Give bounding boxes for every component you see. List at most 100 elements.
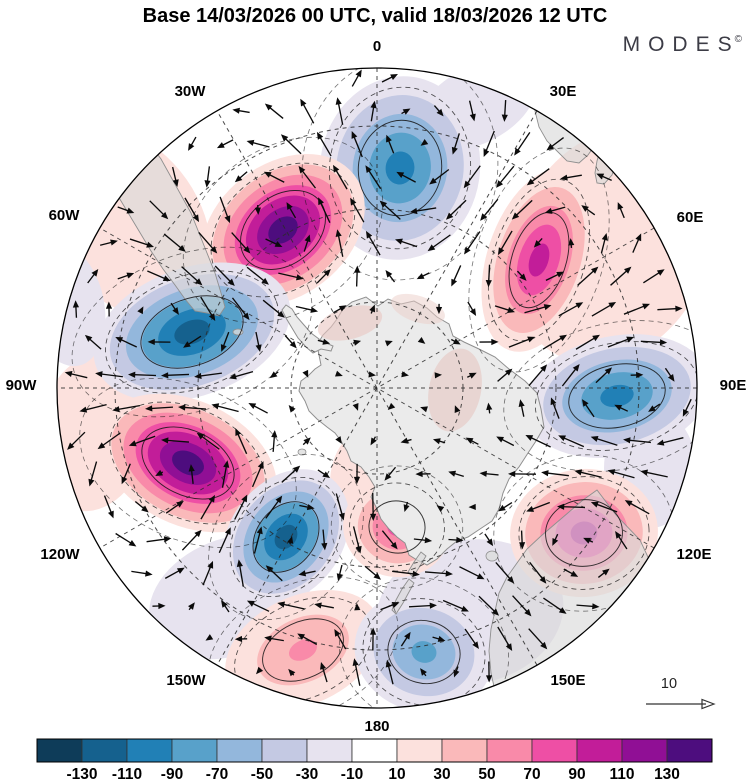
wind-vector-field bbox=[64, 69, 692, 686]
lon-label-60E: 60E bbox=[677, 209, 704, 226]
colorbar-tick-label: 90 bbox=[568, 766, 585, 783]
wind-arrow bbox=[318, 197, 331, 223]
wind-arrow bbox=[459, 566, 485, 580]
wind-arrow bbox=[220, 331, 230, 352]
wind-arrow bbox=[352, 526, 362, 554]
wind-arrow bbox=[656, 437, 684, 446]
colorbar-tick-label: 10 bbox=[388, 766, 405, 783]
wind-arrow bbox=[630, 371, 644, 379]
wind-arrow bbox=[352, 402, 359, 411]
colorbar-cell bbox=[171, 738, 218, 763]
wind-arrow bbox=[623, 303, 651, 315]
wind-arrow bbox=[316, 269, 331, 284]
wind-arrow bbox=[396, 171, 416, 183]
wind-arrow bbox=[448, 470, 464, 478]
colorbar-cell bbox=[486, 738, 533, 763]
wind-arrow bbox=[434, 372, 442, 379]
wind-arrow bbox=[352, 339, 362, 346]
contour-line bbox=[338, 577, 510, 708]
wind-arrow bbox=[335, 370, 343, 377]
wind-arrow bbox=[448, 536, 464, 544]
wind-arrow bbox=[105, 301, 113, 317]
wind-arrow bbox=[526, 501, 551, 512]
wind-arrow bbox=[577, 266, 599, 286]
wind-arrow bbox=[558, 435, 585, 448]
colorbar-cell bbox=[531, 738, 578, 763]
wind-arrow bbox=[368, 371, 376, 378]
wind-arrow bbox=[511, 199, 533, 220]
wind-arrow bbox=[264, 635, 284, 642]
wind-arrow bbox=[465, 437, 479, 445]
wind-arrow bbox=[420, 406, 428, 413]
wind-arrow bbox=[497, 626, 513, 651]
wind-arrow bbox=[497, 368, 513, 382]
wind-arrow bbox=[607, 469, 635, 479]
contour-line bbox=[545, 499, 623, 567]
wind-arrow bbox=[277, 601, 305, 610]
wind-arrow bbox=[496, 436, 515, 447]
wind-arrow bbox=[335, 229, 344, 257]
wind-arrow bbox=[351, 69, 362, 87]
lon-label-60W: 60W bbox=[49, 207, 81, 224]
contour-line bbox=[140, 295, 244, 369]
wind-arrow bbox=[552, 533, 559, 546]
lon-label-120E: 120E bbox=[676, 546, 711, 563]
map-interior bbox=[57, 68, 697, 708]
contour-line bbox=[328, 86, 472, 250]
lon-label-90W: 90W bbox=[6, 377, 38, 394]
wind-arrow bbox=[370, 436, 377, 446]
wind-arrow bbox=[561, 363, 580, 387]
wind-arrow bbox=[409, 207, 437, 215]
wind-arrow bbox=[288, 405, 296, 413]
wind-arrow bbox=[483, 130, 495, 157]
colorbar-cell bbox=[441, 738, 488, 763]
wind-arrow bbox=[550, 397, 560, 419]
wind-arrow bbox=[365, 230, 381, 256]
wind-arrow bbox=[420, 139, 429, 146]
wind-arrow bbox=[299, 504, 315, 511]
wind-arrow bbox=[128, 371, 157, 378]
wind-arrow bbox=[546, 137, 564, 151]
wind-arrow bbox=[235, 428, 248, 455]
wind-arrow bbox=[514, 132, 531, 156]
contour-line bbox=[262, 618, 344, 682]
wind-arrow bbox=[95, 371, 123, 378]
wind-arrow bbox=[181, 529, 202, 551]
wind-arrow bbox=[597, 568, 610, 578]
wind-arrow bbox=[525, 434, 551, 448]
wind-arrow bbox=[381, 530, 398, 550]
modes-logo: MODES© bbox=[623, 33, 742, 57]
wind-arrow bbox=[72, 300, 80, 318]
colorbar-cell bbox=[81, 738, 128, 763]
wind-arrow bbox=[67, 431, 86, 450]
colorbar-cell bbox=[36, 738, 83, 763]
wind-arrow bbox=[278, 272, 304, 281]
colorbar-tick-label: 30 bbox=[433, 766, 450, 783]
wind-arrow bbox=[427, 234, 451, 252]
wind-arrow bbox=[624, 500, 650, 515]
contour-line bbox=[357, 119, 443, 217]
contour-line bbox=[210, 162, 356, 298]
wind-arrow bbox=[265, 495, 283, 519]
wind-arrow bbox=[317, 469, 331, 479]
wind-arrow bbox=[302, 369, 309, 378]
wind-arrow bbox=[436, 505, 445, 512]
wind-arrow bbox=[385, 270, 396, 283]
land-island bbox=[641, 199, 649, 207]
wind-arrow bbox=[134, 500, 149, 513]
wind-arrow bbox=[321, 529, 328, 551]
wind-arrow bbox=[262, 299, 285, 318]
wind-arrow bbox=[480, 198, 499, 221]
plot-title: Base 14/03/2026 00 UTC, valid 18/03/2026… bbox=[142, 5, 608, 27]
wind-arrow bbox=[435, 303, 443, 315]
wind-arrow bbox=[128, 435, 156, 447]
contour-line bbox=[229, 476, 343, 598]
wind-arrow bbox=[246, 139, 270, 148]
wind-arrow bbox=[369, 304, 375, 314]
wind-arrow bbox=[147, 270, 171, 282]
reference-vector: 10 bbox=[646, 676, 716, 710]
wind-arrow bbox=[542, 334, 568, 350]
wind-arrow bbox=[468, 503, 476, 511]
wind-arrow bbox=[115, 532, 137, 547]
wind-arrow bbox=[117, 206, 135, 214]
